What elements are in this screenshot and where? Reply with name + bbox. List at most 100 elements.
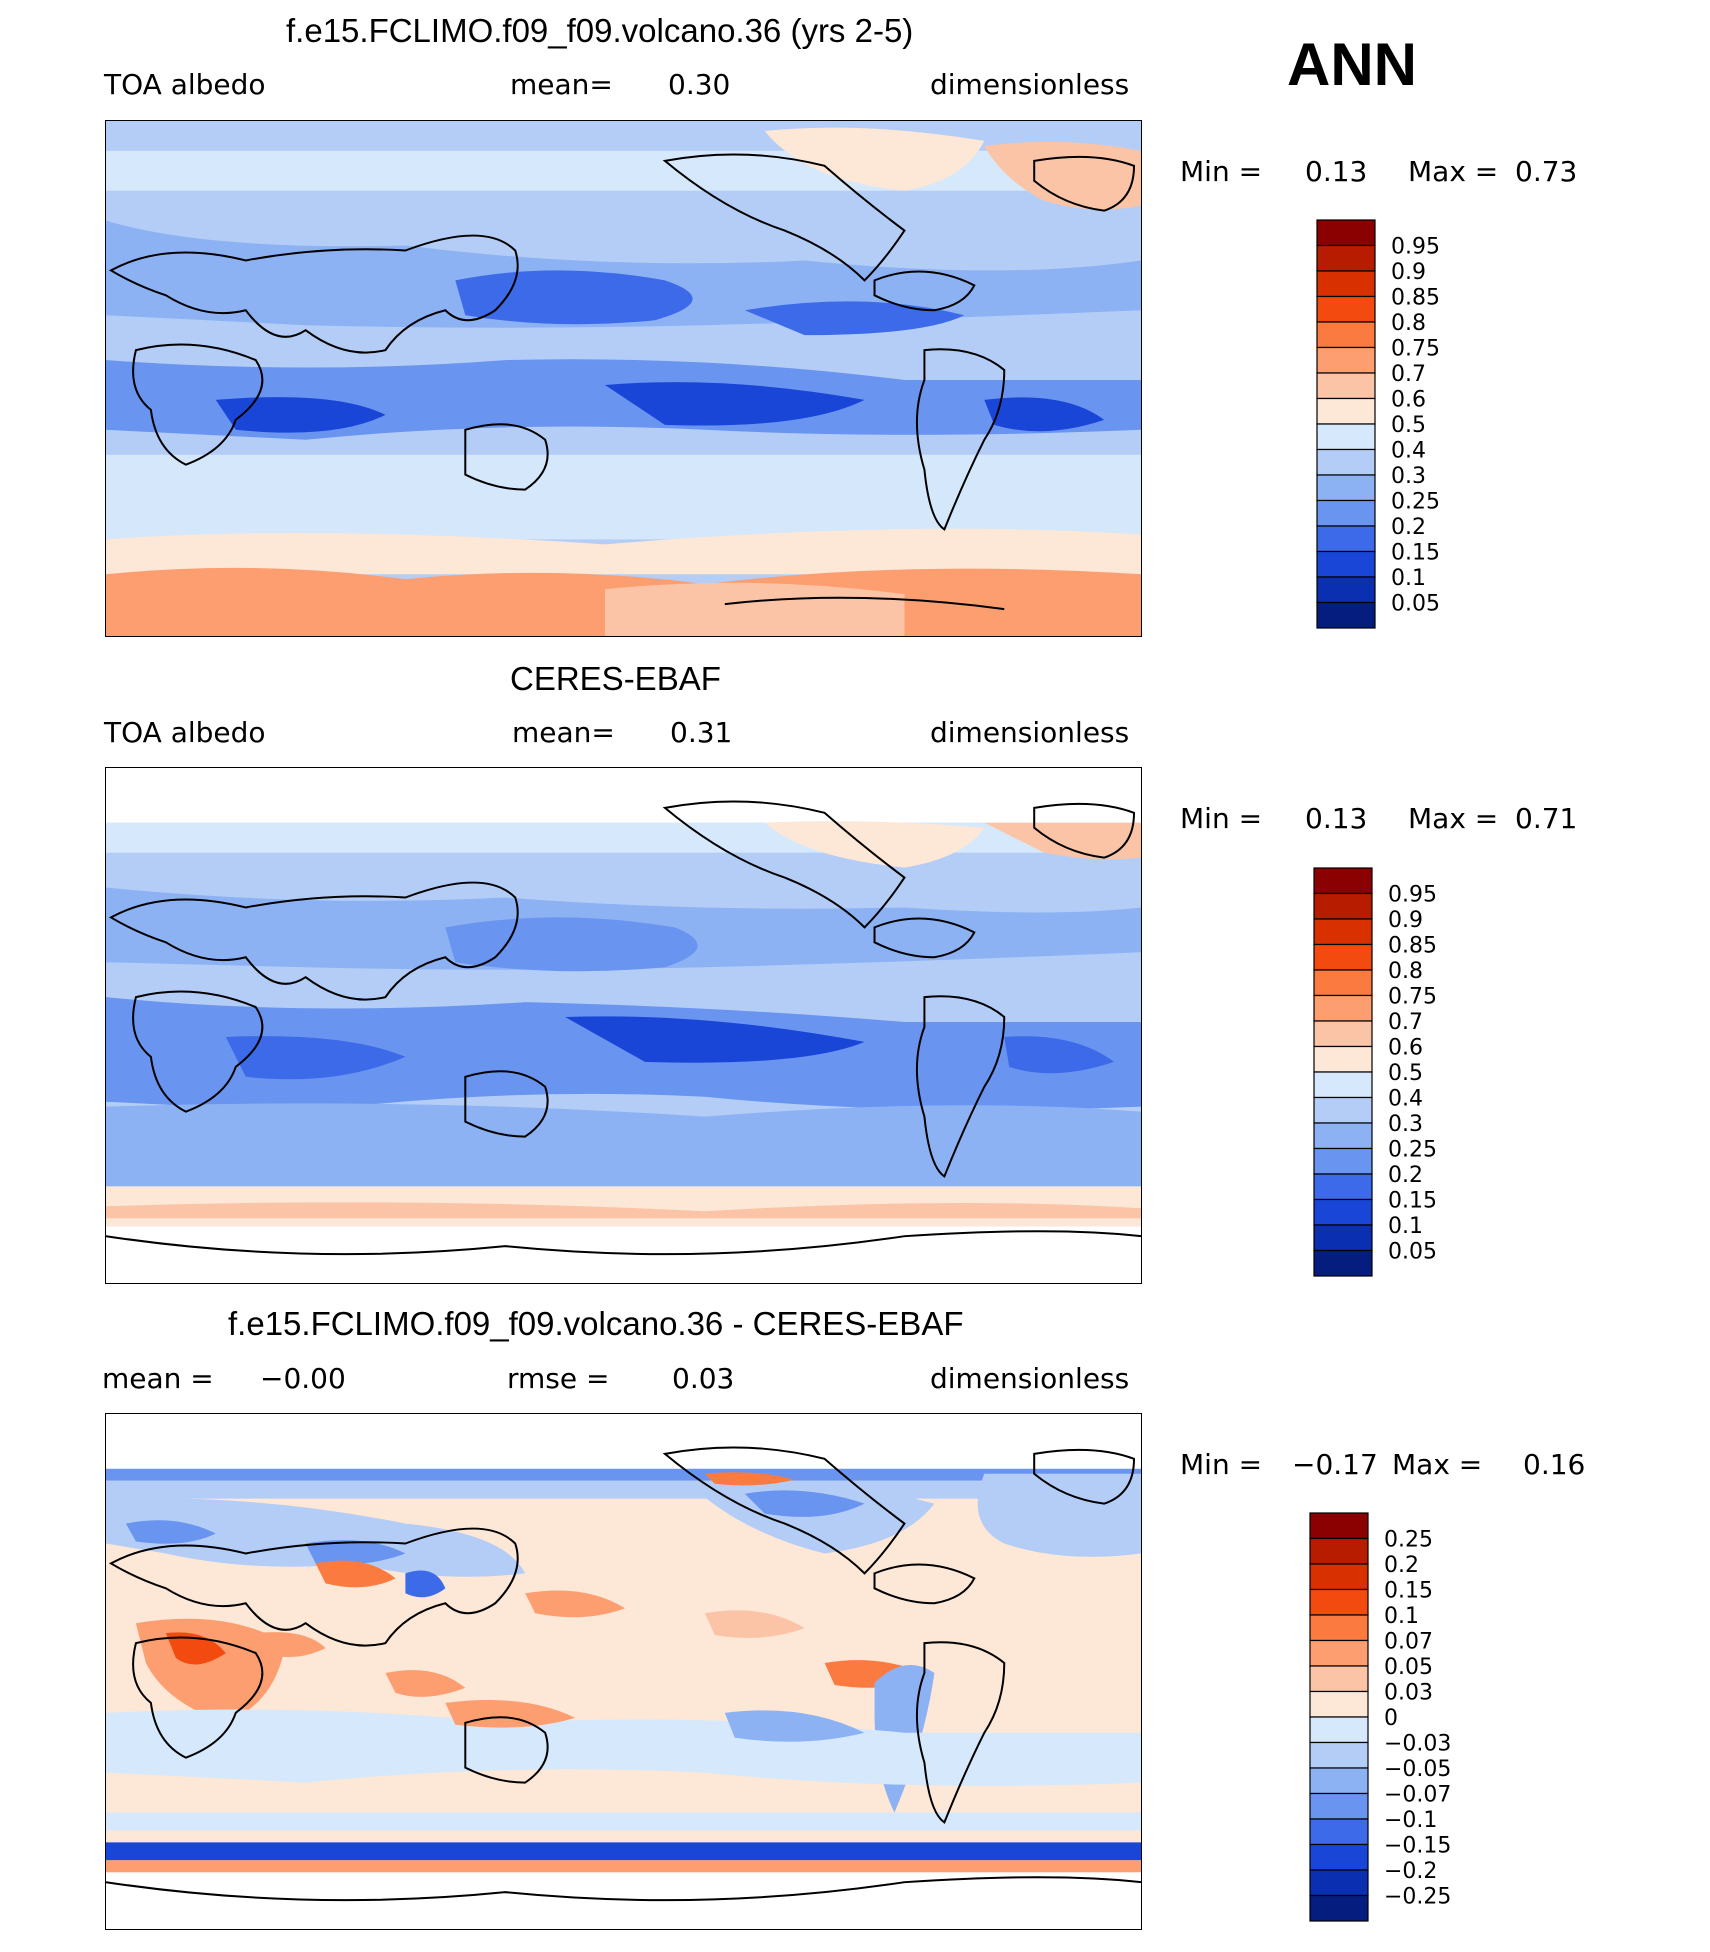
colorbar-1-box-7 — [1316, 397, 1376, 425]
colorbar-2-label-8: 0.4 — [1388, 1087, 1423, 1112]
colorbar-3-label-10: −0.07 — [1384, 1783, 1451, 1808]
panel-2-min-value: 0.13 — [1305, 802, 1368, 835]
panel-1-colorbar: 0.95 0.9 0.85 0.8 0.75 0.7 0.6 0.5 0.4 0.3 0.25 0.2… — [1316, 219, 1517, 634]
panel-2-title: CERES-EBAF — [510, 660, 721, 697]
colorbar-1-label-10: 0.25 — [1391, 490, 1440, 515]
panel-1-title: f.e15.FCLIMO.f09_f09.volcano.36 (yrs 2-5… — [286, 12, 914, 49]
colorbar-2-label-3: 0.8 — [1388, 959, 1423, 984]
colorbar-3-label-12: −0.15 — [1384, 1834, 1451, 1859]
colorbar-1-label-7: 0.5 — [1391, 413, 1426, 438]
panel-3-max-label: Max = — [1392, 1448, 1483, 1481]
colorbar-1-box-14 — [1316, 576, 1376, 604]
colorbar-1-label-14: 0.05 — [1391, 592, 1440, 617]
colorbar-3-box-8 — [1309, 1716, 1369, 1744]
colorbar-2-label-6: 0.6 — [1388, 1036, 1423, 1061]
colorbar-3-label-13: −0.2 — [1384, 1859, 1437, 1884]
colorbar-3-label-8: −0.03 — [1384, 1732, 1451, 1757]
colorbar-1-box-12 — [1316, 525, 1376, 553]
colorbar-2-label-1: 0.9 — [1388, 908, 1423, 933]
colorbar-3-label-7: 0 — [1384, 1706, 1398, 1731]
panel-1-mean-label: mean= — [510, 68, 613, 101]
colorbar-3-box-1 — [1309, 1537, 1369, 1565]
panel-1-max-value: 0.73 — [1515, 155, 1578, 188]
colorbar-2-box-2 — [1313, 918, 1373, 946]
colorbar-2-box-9 — [1313, 1096, 1373, 1124]
panel-3-mean-label: mean = — [102, 1362, 214, 1395]
colorbar-3-label-0: 0.25 — [1384, 1528, 1433, 1553]
colorbar-3-box-12 — [1309, 1818, 1369, 1846]
colorbar-3-label-1: 0.2 — [1384, 1553, 1419, 1578]
colorbar-3-label-4: 0.07 — [1384, 1630, 1433, 1655]
colorbar-1-box-5 — [1316, 346, 1376, 374]
colorbar-3-box-9 — [1309, 1741, 1369, 1769]
panel-2-min-label: Min = — [1180, 802, 1263, 835]
colorbar-3-box-7 — [1309, 1690, 1369, 1718]
panel-1-mean-value: 0.30 — [668, 68, 731, 101]
colorbar-2-box-5 — [1313, 994, 1373, 1022]
colorbar-2-box-0 — [1313, 867, 1373, 895]
colorbar-3-box-3 — [1309, 1588, 1369, 1616]
colorbar-1-label-11: 0.2 — [1391, 515, 1426, 540]
colorbar-2-box-7 — [1313, 1045, 1373, 1073]
colorbar-2-box-14 — [1313, 1224, 1373, 1252]
colorbar-1-label-8: 0.4 — [1391, 439, 1426, 464]
colorbar-1-label-9: 0.3 — [1391, 464, 1426, 489]
panel-1-min-value: 0.13 — [1305, 155, 1368, 188]
colorbar-2-label-14: 0.05 — [1388, 1240, 1437, 1265]
colorbar-1-box-4 — [1316, 321, 1376, 349]
panel-3-rmse-label: rmse = — [507, 1362, 610, 1395]
colorbar-2-label-2: 0.85 — [1388, 934, 1437, 959]
panel-1-max-label: Max = — [1408, 155, 1499, 188]
colorbar-3-box-2 — [1309, 1563, 1369, 1591]
colorbar-1-box-6 — [1316, 372, 1376, 400]
season-label: ANN — [1287, 31, 1417, 98]
colorbar-2-box-6 — [1313, 1020, 1373, 1048]
colorbar-1-box-8 — [1316, 423, 1376, 451]
colorbar-3-box-14 — [1309, 1869, 1369, 1897]
panel-2-max-value: 0.71 — [1515, 802, 1578, 835]
panel-3-mean-value: −0.00 — [260, 1362, 346, 1395]
colorbar-1-box-1 — [1316, 244, 1376, 272]
panel-1-units: dimensionless — [930, 68, 1130, 101]
colorbar-2-box-1 — [1313, 892, 1373, 920]
colorbar-3-box-6 — [1309, 1665, 1369, 1693]
colorbar-1-label-3: 0.8 — [1391, 311, 1426, 336]
colorbar-3-label-5: 0.05 — [1384, 1655, 1433, 1680]
colorbar-1-box-15 — [1316, 601, 1376, 629]
colorbar-3-label-6: 0.03 — [1384, 1681, 1433, 1706]
panel-2-variable: TOA albedo — [104, 716, 266, 749]
colorbar-2-box-10 — [1313, 1122, 1373, 1150]
panel-3-units: dimensionless — [930, 1362, 1130, 1395]
colorbar-1-box-13 — [1316, 550, 1376, 578]
colorbar-3-label-2: 0.15 — [1384, 1579, 1433, 1604]
colorbar-1-label-2: 0.85 — [1391, 286, 1440, 311]
colorbar-1-label-0: 0.95 — [1391, 235, 1440, 260]
colorbar-1-box-10 — [1316, 474, 1376, 502]
colorbar-3-box-10 — [1309, 1767, 1369, 1795]
colorbar-1-label-6: 0.6 — [1391, 388, 1426, 413]
colorbar-2-box-4 — [1313, 969, 1373, 997]
colorbar-2-label-4: 0.75 — [1388, 985, 1437, 1010]
colorbar-3-box-13 — [1309, 1843, 1369, 1871]
colorbar-1-box-9 — [1316, 448, 1376, 476]
colorbar-2-label-10: 0.25 — [1388, 1138, 1437, 1163]
colorbar-3-label-14: −0.25 — [1384, 1885, 1451, 1910]
colorbar-1-box-2 — [1316, 270, 1376, 298]
colorbar-3-box-4 — [1309, 1614, 1369, 1642]
colorbar-2-box-13 — [1313, 1198, 1373, 1226]
colorbar-3-box-11 — [1309, 1792, 1369, 1820]
colorbar-1-box-11 — [1316, 499, 1376, 527]
colorbar-2-box-12 — [1313, 1173, 1373, 1201]
colorbar-1-box-0 — [1316, 219, 1376, 247]
panel-3-rmse-value: 0.03 — [672, 1362, 735, 1395]
colorbar-2-label-9: 0.3 — [1388, 1112, 1423, 1137]
colorbar-2-label-13: 0.1 — [1388, 1214, 1423, 1239]
colorbar-2-box-8 — [1313, 1071, 1373, 1099]
colorbar-3-box-5 — [1309, 1639, 1369, 1667]
colorbar-1-label-4: 0.75 — [1391, 337, 1440, 362]
colorbar-2-label-7: 0.5 — [1388, 1061, 1423, 1086]
panel-2-mean-value: 0.31 — [670, 716, 733, 749]
panel-2-max-label: Max = — [1408, 802, 1499, 835]
colorbar-3-box-0 — [1309, 1512, 1369, 1540]
colorbar-2-box-3 — [1313, 943, 1373, 971]
